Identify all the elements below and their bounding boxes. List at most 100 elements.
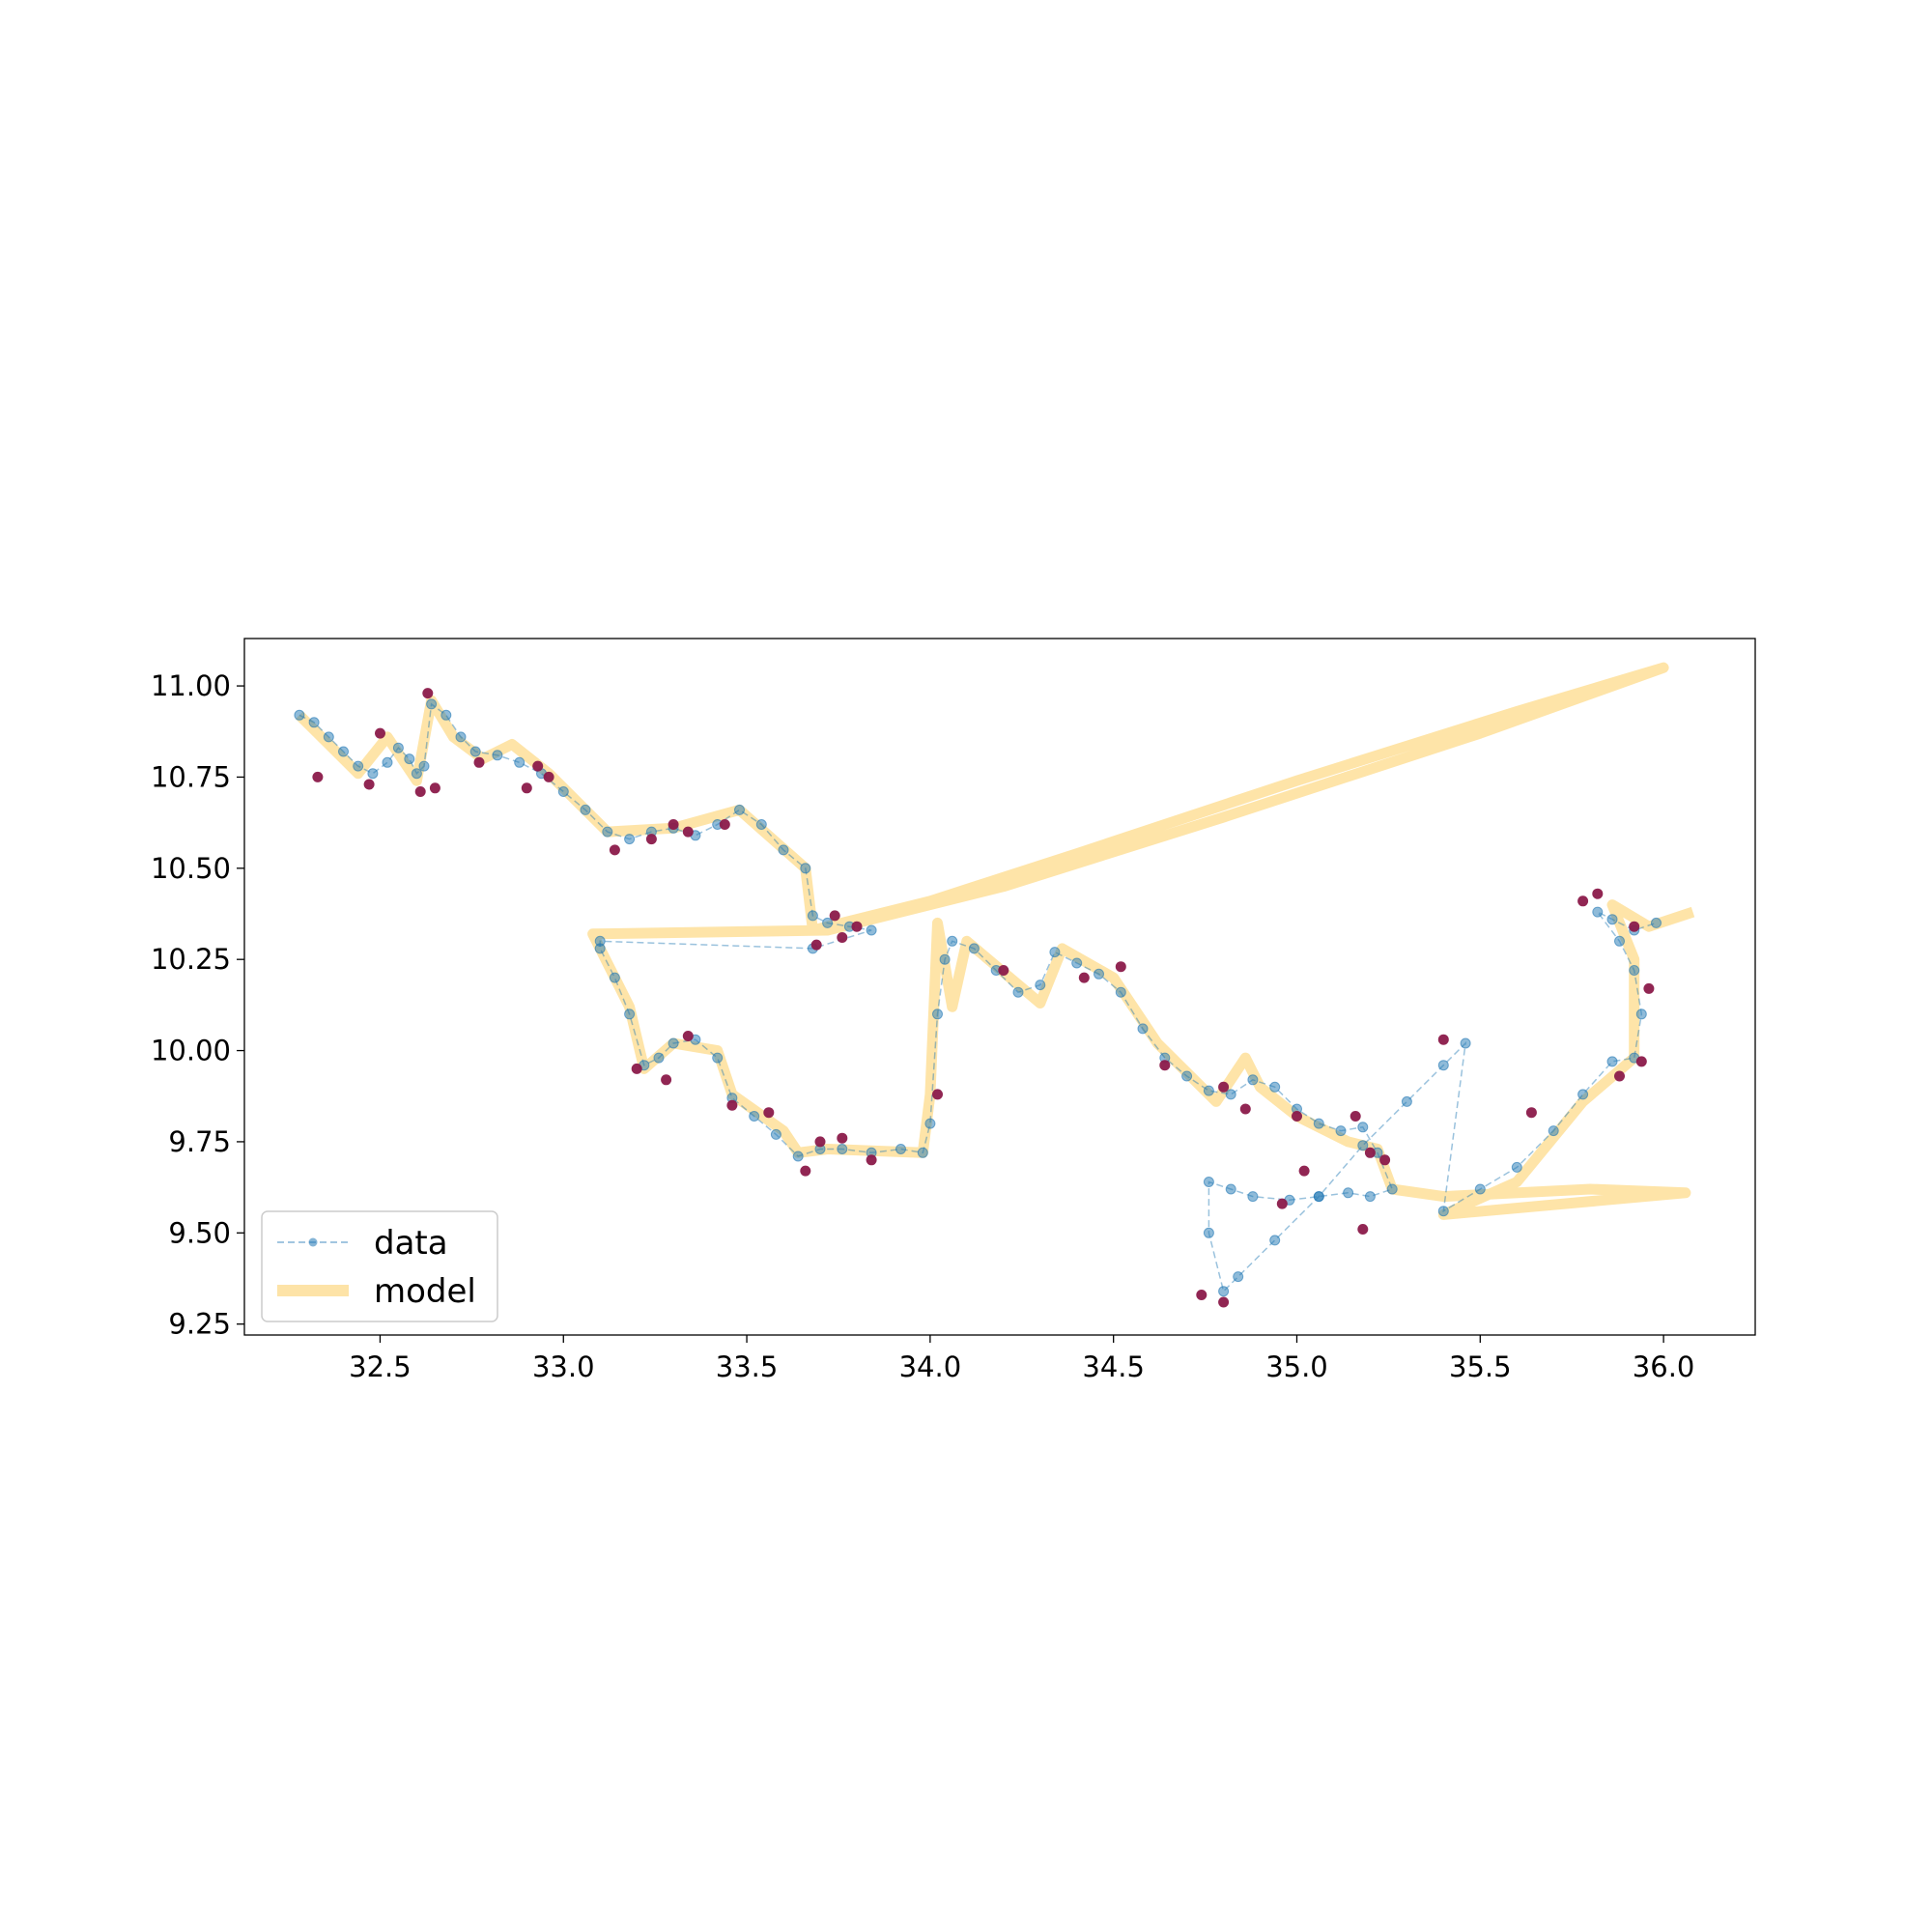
outlier-point-4 <box>414 786 426 797</box>
outlier-point-20 <box>661 1074 672 1086</box>
data-point-97 <box>1548 1125 1559 1137</box>
data-point-89 <box>1313 1191 1324 1203</box>
outlier-point-16 <box>829 910 840 922</box>
outlier-point-28 <box>932 1089 943 1100</box>
data-point-0 <box>294 709 305 721</box>
outlier-point-32 <box>1159 1060 1171 1071</box>
data-point-87 <box>1233 1271 1244 1283</box>
data-point-12 <box>440 709 452 721</box>
outlier-point-46 <box>1577 895 1589 907</box>
data-point-16 <box>514 756 526 768</box>
data-point-33 <box>866 924 877 936</box>
y-tick-label-3: 10.00 <box>151 1035 231 1067</box>
outlier-point-23 <box>763 1107 775 1119</box>
data-point-1 <box>308 717 320 728</box>
outlier-point-6 <box>473 756 485 768</box>
data-point-68 <box>1203 1085 1214 1096</box>
data-point-94 <box>1437 1206 1449 1217</box>
data-point-83 <box>1225 1183 1236 1195</box>
legend-data-marker <box>308 1237 318 1247</box>
data-point-51 <box>895 1144 906 1154</box>
outlier-point-45 <box>1525 1107 1537 1119</box>
y-tick-label-1: 9.50 <box>168 1216 231 1249</box>
outlier-point-31 <box>1115 961 1126 973</box>
outlier-point-14 <box>719 819 730 830</box>
data-point-9 <box>411 768 422 780</box>
outlier-point-41 <box>1437 1034 1449 1045</box>
data-point-60 <box>1035 980 1046 991</box>
data-point-71 <box>1269 1081 1281 1093</box>
data-point-54 <box>932 1009 943 1020</box>
outlier-point-50 <box>1614 1070 1625 1082</box>
data-point-102 <box>1629 965 1640 976</box>
data-point-91 <box>1401 1095 1412 1107</box>
data-point-103 <box>1614 935 1625 947</box>
outlier-markers-layer <box>312 688 1655 1308</box>
data-point-84 <box>1203 1177 1214 1187</box>
x-tick-label-3: 34.0 <box>899 1350 962 1383</box>
data-point-105 <box>1606 914 1618 925</box>
data-point-8 <box>404 753 415 765</box>
outlier-point-51 <box>1635 1056 1647 1067</box>
data-point-7 <box>392 742 404 753</box>
outlier-point-9 <box>543 771 554 782</box>
y-tick-label-6: 10.75 <box>151 760 231 793</box>
data-point-61 <box>1049 947 1061 958</box>
data-point-46 <box>770 1128 781 1140</box>
data-point-49 <box>837 1144 848 1154</box>
data-point-31 <box>822 917 834 928</box>
x-tick-label-6: 35.5 <box>1449 1350 1512 1383</box>
outlier-point-7 <box>521 782 532 794</box>
data-point-53 <box>924 1118 936 1129</box>
data-point-20 <box>602 826 613 838</box>
outlier-point-44 <box>1276 1198 1288 1209</box>
y-tick-label-2: 9.75 <box>168 1125 231 1158</box>
data-point-62 <box>1071 957 1083 969</box>
data-point-28 <box>778 844 789 856</box>
outlier-point-42 <box>1196 1290 1208 1300</box>
data-point-86 <box>1218 1286 1230 1297</box>
outlier-point-25 <box>814 1136 826 1148</box>
data-point-29 <box>800 863 811 874</box>
data-point-38 <box>624 1009 636 1020</box>
data-point-15 <box>492 750 503 761</box>
y-tick-label-0: 9.25 <box>168 1308 231 1341</box>
outlier-point-17 <box>837 932 848 943</box>
data-point-65 <box>1137 1023 1149 1035</box>
legend: data model <box>261 1210 498 1322</box>
outlier-point-1 <box>363 779 375 790</box>
data-point-13 <box>455 731 467 743</box>
data-point-73 <box>1313 1118 1324 1129</box>
data-point-30 <box>807 910 818 922</box>
plot-area-frame <box>243 638 1756 1336</box>
data-point-14 <box>469 746 481 757</box>
data-point-18 <box>557 786 569 797</box>
outlier-point-48 <box>1629 921 1640 932</box>
data-point-95 <box>1474 1183 1486 1195</box>
outlier-point-34 <box>1239 1103 1251 1115</box>
y-tick-label-7: 11.00 <box>151 669 231 702</box>
outlier-point-49 <box>1643 982 1655 994</box>
data-point-41 <box>668 1037 679 1049</box>
data-point-5 <box>367 768 379 780</box>
data-point-98 <box>1577 1089 1589 1100</box>
data-point-69 <box>1225 1089 1236 1100</box>
data-point-77 <box>1386 1183 1398 1195</box>
outlier-point-36 <box>1298 1165 1310 1177</box>
data-point-93 <box>1460 1037 1471 1049</box>
outlier-point-5 <box>429 782 440 794</box>
x-tick-label-2: 33.5 <box>716 1350 779 1383</box>
data-point-11 <box>426 698 438 710</box>
data-point-2 <box>323 731 334 743</box>
x-axis: 32.5 33.0 33.5 34.0 34.5 35.0 35.5 36.0 <box>349 1335 1694 1383</box>
data-point-27 <box>755 819 767 830</box>
data-point-75 <box>1357 1122 1369 1133</box>
x-tick-label-5: 35.0 <box>1265 1350 1328 1383</box>
outlier-point-35 <box>1292 1111 1302 1122</box>
data-line <box>298 702 1657 1293</box>
outlier-point-18 <box>851 921 863 932</box>
data-point-56 <box>947 935 958 947</box>
data-point-36 <box>594 943 606 954</box>
data-point-57 <box>968 943 980 954</box>
